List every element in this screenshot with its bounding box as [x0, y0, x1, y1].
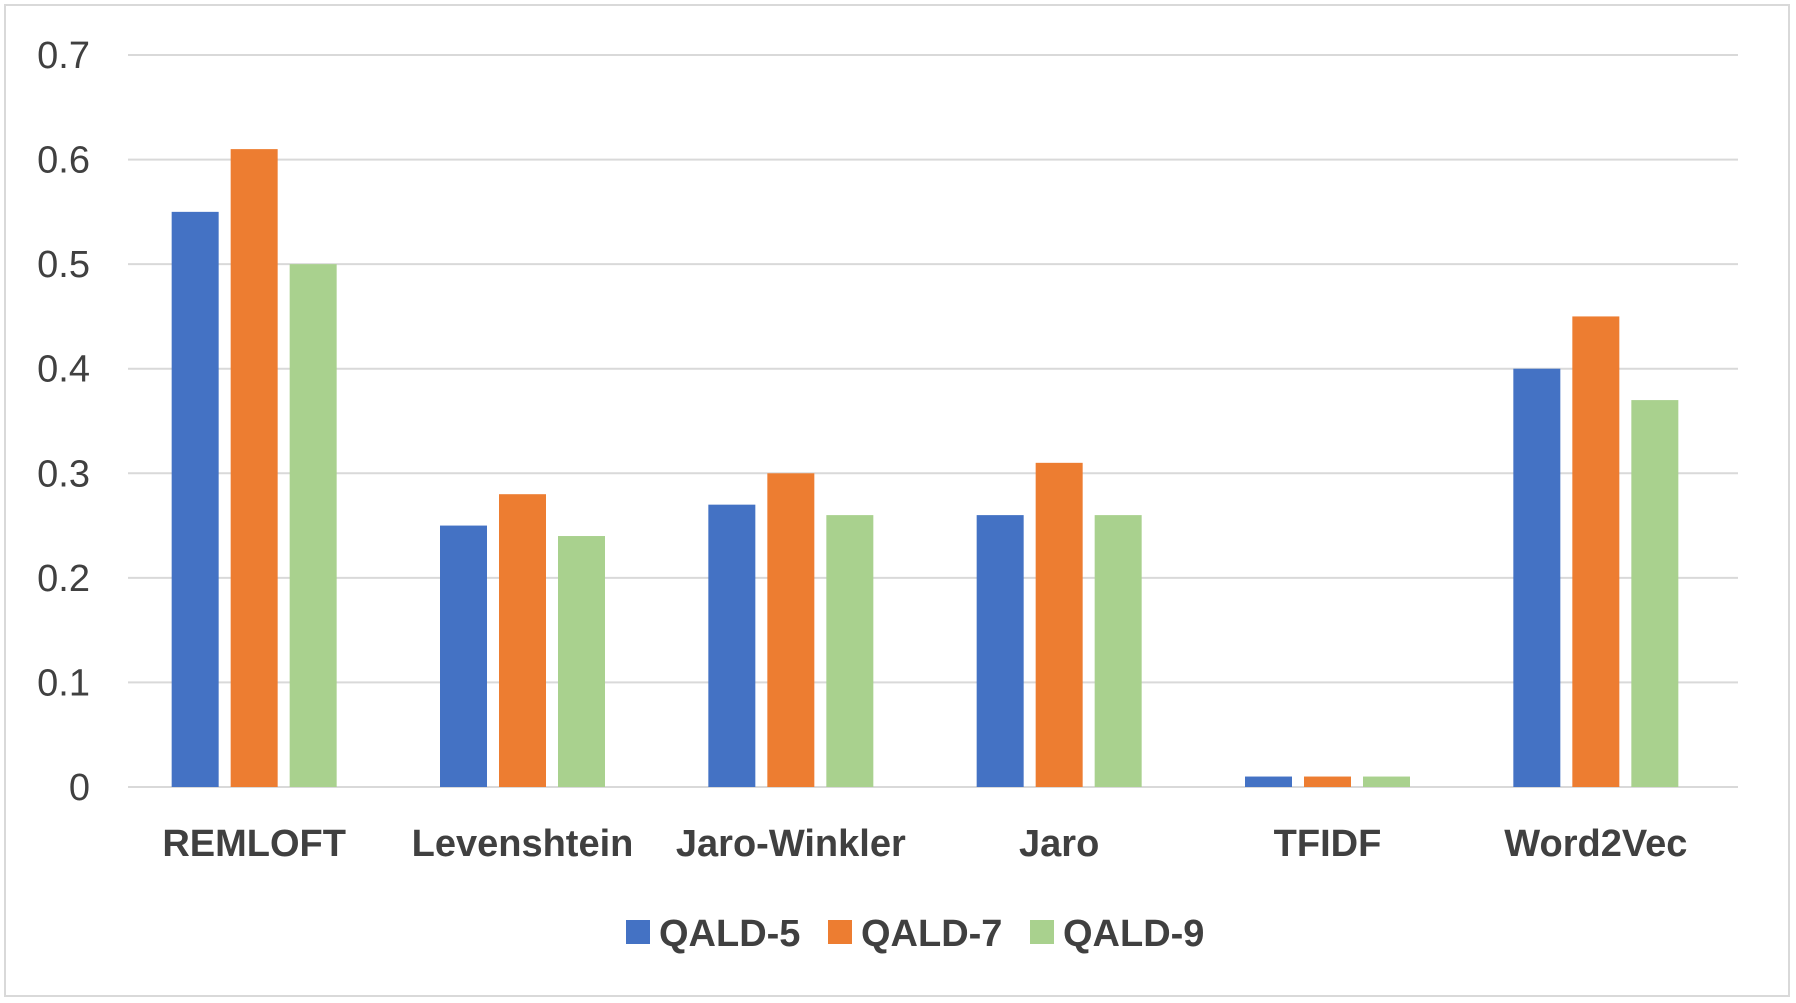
- bar-qald-5-levenshtein: [440, 525, 487, 787]
- y-tick-label: 0.4: [37, 349, 90, 391]
- x-category-label: Jaro: [1019, 823, 1099, 865]
- bar-chart: 0 0.1 0.2 0.3 0.4 0.5 0.6 0.7 REMLOFT Levenshtei…: [37, 35, 1738, 955]
- x-category-label: Levenshtein: [412, 823, 634, 865]
- bar-qald-9-jaro-winkler: [826, 515, 874, 787]
- x-category-label: TFIDF: [1274, 823, 1382, 865]
- legend-label: QALD-9: [1063, 913, 1204, 955]
- bar-qald-9-word2vec: [1631, 400, 1679, 787]
- bar-qald-5-tfidf: [1245, 776, 1292, 787]
- x-axis-categories: REMLOFT Levenshtein Jaro-Winkler Jaro TFIDF W…: [162, 823, 1687, 865]
- bar-qald-9-remloft: [289, 264, 337, 788]
- y-tick-label: 0.5: [37, 244, 90, 286]
- legend-swatch: [626, 920, 650, 944]
- y-tick-label: 0.7: [37, 35, 90, 77]
- legend-label: QALD-7: [861, 913, 1002, 955]
- y-tick-label: 0.3: [37, 453, 90, 495]
- x-category-label: REMLOFT: [162, 823, 346, 865]
- gridlines: [128, 54, 1738, 788]
- chart-frame: 0 0.1 0.2 0.3 0.4 0.5 0.6 0.7 REMLOFT Levenshtei…: [4, 4, 1790, 997]
- y-tick-label: 0.2: [37, 558, 90, 600]
- bar-qald-5-remloft: [171, 211, 219, 787]
- x-category-label: Word2Vec: [1504, 823, 1687, 865]
- bar-qald-7-jaro-winkler: [767, 473, 815, 787]
- bar-qald-5-word2vec: [1513, 368, 1561, 787]
- bar-qald-7-levenshtein: [499, 494, 546, 787]
- bar-qald-9-tfidf: [1363, 776, 1410, 787]
- legend-swatch: [1030, 920, 1054, 944]
- bar-qald-5-jaro: [976, 515, 1024, 787]
- bar-qald-7-word2vec: [1572, 316, 1620, 787]
- y-tick-label: 0.6: [37, 140, 90, 182]
- bar-qald-7-jaro: [1035, 462, 1083, 787]
- bar-qald-7-tfidf: [1304, 776, 1351, 787]
- y-tick-label: 0: [69, 767, 90, 809]
- legend: QALD-5 QALD-7 QALD-9: [626, 913, 1204, 955]
- y-axis-ticks: 0 0.1 0.2 0.3 0.4 0.5 0.6 0.7: [37, 35, 90, 809]
- bar-qald-9-levenshtein: [558, 536, 605, 787]
- legend-label: QALD-5: [659, 913, 800, 955]
- legend-swatch: [828, 920, 852, 944]
- bar-qald-9-jaro: [1094, 515, 1142, 787]
- bar-qald-5-jaro-winkler: [708, 504, 756, 787]
- x-category-label: Jaro-Winkler: [676, 823, 906, 865]
- y-tick-label: 0.1: [37, 662, 90, 704]
- bar-qald-7-remloft: [230, 149, 278, 788]
- bars: [171, 149, 1679, 788]
